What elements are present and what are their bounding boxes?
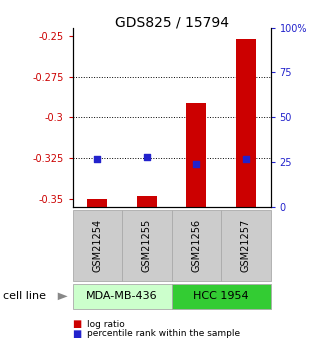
- Point: [243, 156, 248, 161]
- Point: [194, 161, 199, 167]
- Text: GSM21254: GSM21254: [92, 219, 102, 272]
- Bar: [236, 39, 256, 207]
- Text: GSM21256: GSM21256: [191, 219, 201, 272]
- Text: ■: ■: [73, 319, 82, 329]
- Text: MDA-MB-436: MDA-MB-436: [86, 292, 158, 301]
- Bar: [186, 102, 206, 207]
- Text: ■: ■: [73, 329, 82, 338]
- Bar: [137, 196, 157, 207]
- Text: GDS825 / 15794: GDS825 / 15794: [115, 16, 229, 30]
- Text: GSM21255: GSM21255: [142, 219, 152, 273]
- Text: HCC 1954: HCC 1954: [193, 292, 249, 301]
- Bar: [87, 199, 107, 207]
- Text: percentile rank within the sample: percentile rank within the sample: [87, 329, 241, 338]
- Text: log ratio: log ratio: [87, 320, 125, 329]
- Point: [95, 156, 100, 161]
- Text: cell line: cell line: [3, 292, 46, 301]
- Point: [144, 154, 149, 159]
- Text: GSM21257: GSM21257: [241, 219, 251, 273]
